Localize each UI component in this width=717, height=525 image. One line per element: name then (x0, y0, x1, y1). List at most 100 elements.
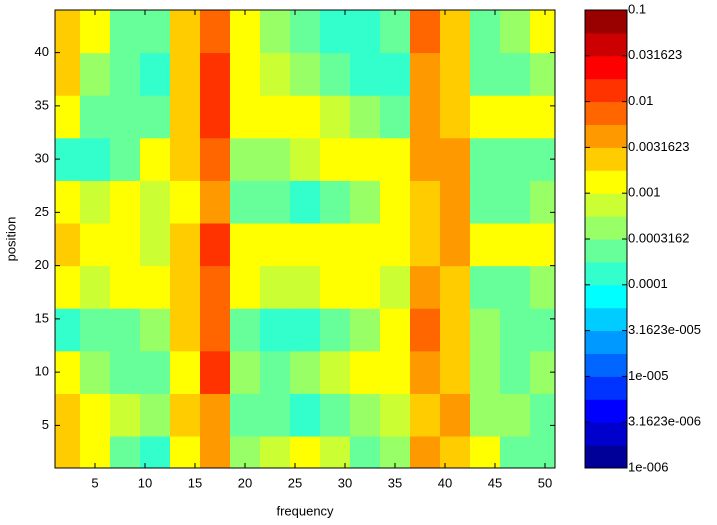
contour-cell (320, 436, 351, 468)
contour-cell (470, 137, 501, 181)
contour-cell (290, 265, 321, 309)
contour-cell (200, 265, 231, 309)
contour-cell (320, 350, 351, 394)
contour-cell (380, 436, 411, 468)
contour-cell (470, 95, 501, 139)
colorbar-level (585, 10, 627, 34)
contour-cell (80, 265, 111, 309)
contour-cell (470, 350, 501, 394)
contour-cell (200, 52, 231, 96)
contour-cell (200, 393, 231, 437)
x-tick-label: 10 (138, 475, 152, 490)
contour-cell (290, 350, 321, 394)
contour-cell (80, 436, 111, 468)
contour-cell (260, 308, 291, 352)
colorbar-tick-label: 0.0031623 (628, 139, 689, 154)
contour-cell (470, 436, 501, 468)
contour-cell (170, 265, 201, 309)
contour-cell (440, 308, 471, 352)
contour-cell (500, 180, 531, 224)
contour-cell (320, 223, 351, 267)
colorbar-tick-label: 3.1623e-005 (628, 322, 701, 337)
contour-cell (110, 180, 141, 224)
contour-cell (380, 137, 411, 181)
contour-cell (260, 52, 291, 96)
contour-cell (530, 137, 555, 181)
colorbar-level (585, 216, 627, 240)
x-tick-label: 45 (488, 475, 502, 490)
y-tick-label: 35 (35, 97, 49, 112)
colorbar-level (585, 32, 627, 57)
contour-cell (290, 180, 321, 224)
contour-cell (380, 52, 411, 96)
contour-cell (350, 52, 381, 96)
x-tick-label: 40 (438, 475, 452, 490)
contour-cell (290, 436, 321, 468)
contour-cell (80, 393, 111, 437)
contour-cell (440, 265, 471, 309)
contour-cell (380, 10, 411, 54)
contour-cell (350, 350, 381, 394)
contour-cell (230, 180, 261, 224)
y-tick-label: 20 (35, 257, 49, 272)
contour-cell (470, 308, 501, 352)
contour-cell (230, 436, 261, 468)
colorbar-level (585, 170, 627, 194)
colorbar-tick-label: 0.031623 (628, 47, 682, 62)
contour-cell (170, 95, 201, 139)
colorbar-level (585, 261, 627, 286)
contour-cell (110, 308, 141, 352)
contour-cell (440, 52, 471, 96)
contour-cell (530, 95, 555, 139)
x-tick-label: 30 (338, 475, 352, 490)
x-tick-label: 35 (388, 475, 402, 490)
y-tick-label: 15 (35, 310, 49, 325)
contour-cell (55, 52, 81, 96)
contour-cell (320, 180, 351, 224)
colorbar-level (585, 239, 627, 263)
contour-cell (410, 223, 441, 267)
contour-cell (55, 265, 81, 309)
contour-cell (440, 137, 471, 181)
contour-cell (440, 223, 471, 267)
contour-cell (170, 137, 201, 181)
contour-cell (110, 137, 141, 181)
contour-cell (170, 52, 201, 96)
contour-cell (80, 95, 111, 139)
contour-cell (55, 393, 81, 437)
contour-cell (290, 223, 321, 267)
contour-cell (320, 52, 351, 96)
contour-cell (410, 10, 441, 54)
colorbar-tick-label: 3.1623e-006 (628, 414, 701, 429)
contour-cell (530, 52, 555, 96)
colorbar-level (585, 284, 627, 309)
contour-cell (55, 436, 81, 468)
contour-cell (170, 223, 201, 267)
contour-cell (170, 393, 201, 437)
contour-cell (170, 10, 201, 54)
contour-cell (410, 137, 441, 181)
x-tick-label: 15 (188, 475, 202, 490)
contour-cell (290, 52, 321, 96)
contour-cell (170, 180, 201, 224)
y-tick-label: 30 (35, 151, 49, 166)
contour-cell (500, 436, 531, 468)
contour-cell (530, 393, 555, 437)
contour-cell (440, 95, 471, 139)
contour-cell (260, 265, 291, 309)
colorbar-level (585, 78, 627, 103)
contour-cell (140, 393, 171, 437)
contour-cell (260, 350, 291, 394)
contour-cell (260, 95, 291, 139)
contour-cell (500, 308, 531, 352)
contour-cell (500, 393, 531, 437)
contour-cell (290, 308, 321, 352)
colorbar-level (585, 147, 627, 171)
contour-cell (140, 52, 171, 96)
contour-cell (140, 223, 171, 267)
contour-cell (350, 308, 381, 352)
contour-cell (380, 265, 411, 309)
contour-cell (290, 393, 321, 437)
contour-cell (290, 10, 321, 54)
